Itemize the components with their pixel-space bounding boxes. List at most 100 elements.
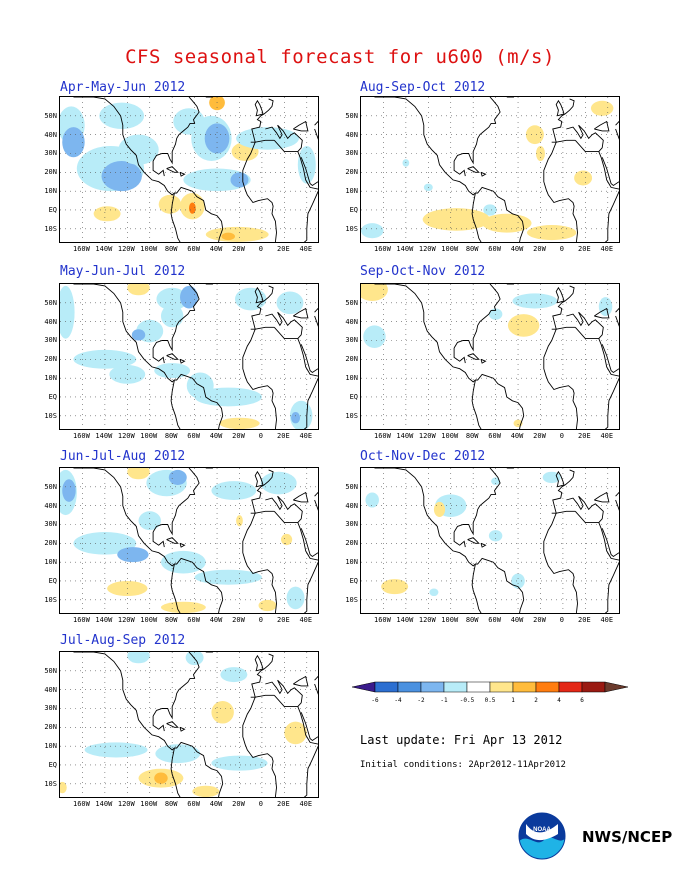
lat-tick-label: 30N [44,704,57,713]
anomaly-region [598,297,613,317]
lat-tick-label: 10S [345,224,358,233]
colorbar-tick-label: -1 [440,697,448,704]
lat-tick-label: 50N [44,666,57,675]
coastline [594,307,610,319]
coastline [152,652,200,720]
coastline [374,97,525,242]
anomaly-map [361,468,619,613]
coastline [250,285,274,330]
lat-tick-label: 10N [44,374,57,383]
coastline [555,99,565,117]
anomaly-region [286,586,305,610]
coastline [170,563,181,613]
lon-tick-label: 100W [441,432,459,440]
lat-tick-label: EQ [48,205,57,214]
coastline [254,99,264,117]
coastline [73,652,224,797]
coastline [453,532,466,548]
anomaly-region [160,550,206,574]
lon-tick-label: 140W [396,616,414,624]
lat-tick-label: 40N [44,130,57,139]
coastline [471,192,482,242]
coastline [604,232,609,242]
anomaly-region [192,785,220,797]
anomaly-region [422,208,490,231]
coastline [607,377,619,420]
lat-tick-label: 30N [345,336,358,345]
lat-tick-label: 20N [345,168,358,177]
lon-tick-label: 140W [396,245,414,253]
anomaly-region [60,781,67,794]
anomaly-region [101,161,142,192]
lon-tick-label: 160W [72,245,90,253]
lon-tick-label: 20E [277,432,290,440]
anomaly-region [491,477,501,485]
lat-tick-label: 10S [345,595,358,604]
lat-tick-label: 20N [44,539,57,548]
coastline [306,190,318,233]
coastline [255,326,275,330]
coastline [170,747,181,797]
panel-title: Oct-Nov-Dec 2012 [360,449,486,464]
coastline [273,327,318,377]
coastline [566,124,604,152]
coastline [604,603,609,613]
lon-tick-label: 140W [95,800,113,808]
anomaly-map [361,97,619,242]
lat-tick-label: 30N [44,520,57,529]
colorbar-swatch [397,681,422,693]
lon-tick-label: 40E [299,800,313,808]
lon-tick-label: 120W [117,245,135,253]
lon-tick-label: 40W [510,245,524,253]
colorbar-tick-label: -0.5 [459,697,475,704]
noaa-logo-text: NOAA [533,827,551,833]
anomaly-region [219,417,260,429]
lon-tick-label: 40E [600,432,614,440]
lat-tick-label: 10N [44,558,57,567]
lon-tick-label: 160W [373,616,391,624]
coastline [314,307,318,327]
lat-tick-label: EQ [349,205,358,214]
lat-tick-label: 20N [44,168,57,177]
anomaly-region [84,742,148,758]
anomaly-region [62,479,76,502]
coastline [556,139,576,143]
anomaly-region [230,172,249,188]
lat-tick-label: 30N [44,149,57,158]
coastline [300,344,318,374]
lat-tick-label: 10N [44,187,57,196]
coastline [453,284,501,352]
lat-tick-label: EQ [48,760,57,769]
coastline [166,537,179,544]
lat-tick-label: 50N [44,111,57,120]
anomaly-region [525,125,544,145]
coastline [556,326,576,330]
lon-tick-label: 120W [418,432,436,440]
coastline [265,495,303,523]
colorbar-tick-label: -6 [371,697,379,704]
coastline [601,528,619,558]
colorbar-tick-label: -4 [394,697,402,704]
lon-tick-label: 140W [95,616,113,624]
lat-tick-label: 10N [345,558,358,567]
page-title: CFS seasonal forecast for u600 (m/s) [125,46,555,68]
lon-tick-label: 60W [187,800,200,808]
lat-tick-label: 50N [345,111,358,120]
anomaly-region [488,530,503,542]
anomaly-region [180,285,198,309]
lon-tick-label: 60W [187,616,200,624]
coastline [374,468,525,613]
lon-tick-label: 20E [277,616,290,624]
anomaly-region [433,501,446,517]
coastline [601,344,619,374]
coastline [152,284,200,352]
coastline [73,284,224,429]
coastline [556,510,576,514]
lon-tick-label: 160W [72,616,90,624]
lon-tick-label: 60W [187,432,200,440]
lon-tick-label: 40E [600,616,614,624]
lon-tick-label: 20W [232,616,245,624]
anomaly-region [291,412,301,424]
coastline [179,726,186,732]
anomaly-region [260,471,297,495]
